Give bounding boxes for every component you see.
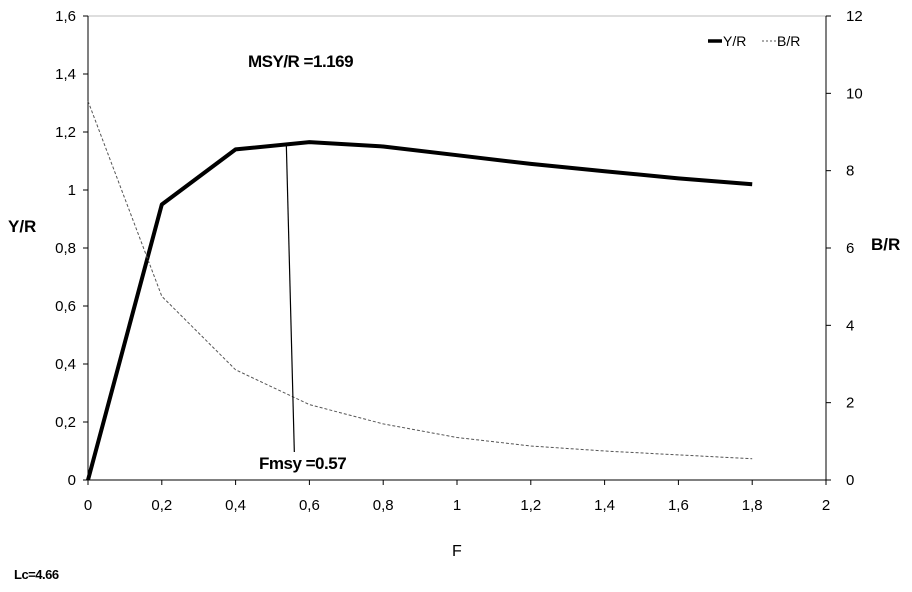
- x-tick-label: 1,8: [742, 497, 763, 514]
- x-tick-label: 0,6: [299, 497, 320, 514]
- fmsy-annotation: Fmsy =0.57: [259, 454, 346, 473]
- right-y-tick-label: 12: [846, 8, 863, 25]
- legend: Y/R B/R: [708, 33, 800, 49]
- plot-area: [87, 15, 827, 481]
- series-layer: [86, 100, 753, 481]
- x-tick-label: 1,4: [594, 497, 615, 514]
- left-y-axis-title: Y/R: [8, 217, 36, 236]
- left-y-tick-label: 0,8: [55, 240, 76, 257]
- x-axis: 0 0,2 0,4 0,6 0,8 1 1,2 1,4 1,6 1,8 2: [84, 479, 830, 514]
- left-y-tick-label: 1,4: [55, 66, 76, 83]
- fmsy-marker-line: [285, 144, 295, 453]
- series-line-y-r: [86, 140, 753, 481]
- x-tick-label: 1,6: [668, 497, 689, 514]
- left-y-tick-label: 0: [68, 472, 76, 489]
- right-y-axis: 0 2 4 6 8 10 12: [825, 8, 863, 489]
- right-y-tick-label: 10: [846, 85, 863, 102]
- left-y-tick-label: 1,2: [55, 124, 76, 141]
- x-tick-label: 1,2: [520, 497, 541, 514]
- x-tick-label: 0,8: [373, 497, 394, 514]
- lc-footnote: Lc=4.66: [14, 567, 59, 582]
- series-line-b-r: [87, 100, 753, 460]
- left-y-tick-label: 0,2: [55, 414, 76, 431]
- right-y-tick-label: 4: [846, 317, 854, 334]
- msy-annotation: MSY/R =1.169: [248, 52, 353, 71]
- left-y-tick-label: 0,6: [55, 298, 76, 315]
- left-y-tick-label: 1,6: [55, 8, 76, 25]
- right-y-tick-label: 0: [846, 472, 854, 489]
- left-y-tick-label: 1: [68, 182, 76, 199]
- left-y-axis: 0 0,2 0,4 0,6 0,8 1 1,2 1,4 1,6: [55, 8, 89, 489]
- x-axis-title: F: [452, 543, 462, 560]
- legend-label-br: B/R: [777, 33, 800, 49]
- annotation-layer: MSY/R =1.169 Fmsy =0.57: [248, 52, 354, 473]
- x-tick-label: 1: [453, 497, 461, 514]
- x-tick-label: 0,4: [225, 497, 246, 514]
- x-tick-label: 0: [84, 497, 92, 514]
- x-tick-label: 2: [822, 497, 830, 514]
- right-y-tick-label: 6: [846, 240, 854, 257]
- left-y-tick-label: 0,4: [55, 356, 76, 373]
- right-y-tick-label: 2: [846, 395, 854, 412]
- legend-label-yr: Y/R: [723, 33, 746, 49]
- right-y-axis-title: B/R: [871, 235, 900, 254]
- x-tick-label: 0,2: [151, 497, 172, 514]
- right-y-tick-label: 8: [846, 163, 854, 180]
